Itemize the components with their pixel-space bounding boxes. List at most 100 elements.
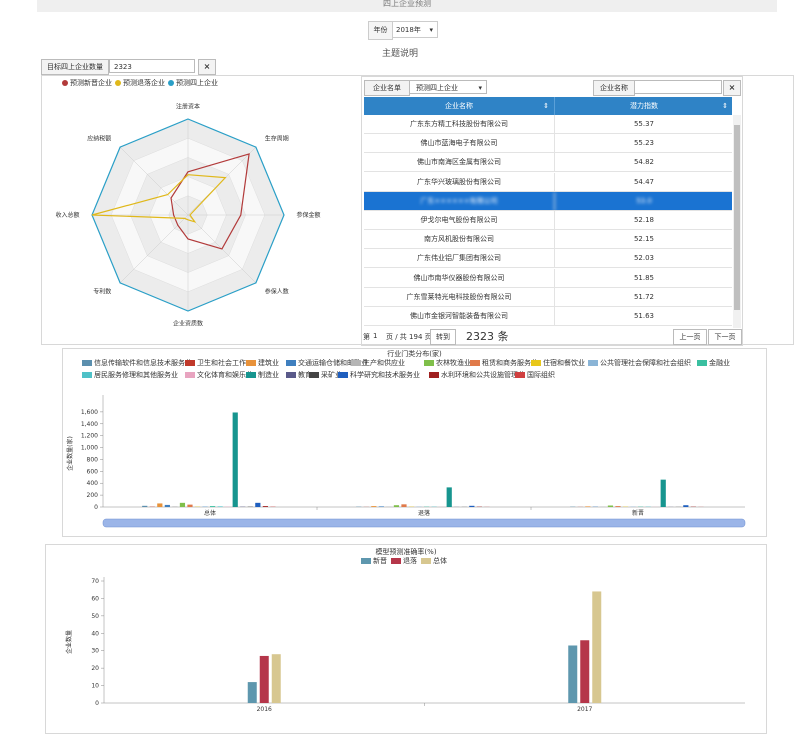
accuracy-bar[interactable] [568,645,578,703]
accuracy-bar[interactable] [580,640,590,703]
target-clear-button[interactable]: × [198,59,216,75]
next-page-button[interactable]: 下一页 [708,329,742,345]
accuracy-legend-item[interactable]: 新晋 [361,557,387,565]
industry-bar[interactable] [172,506,178,507]
industry-legend-item[interactable]: 住宿和餐饮业 [531,358,585,368]
y-tick-label: 1,000 [81,445,98,452]
industry-bar[interactable] [142,505,148,507]
industry-bar[interactable] [202,506,208,507]
industry-legend-item[interactable]: 文化体育和娱乐业 [185,370,253,380]
table-row[interactable]: 佛山市南海区金属有限公司 54.82 [364,153,732,173]
radar-series-1[interactable] [91,174,227,223]
industry-bar[interactable] [210,506,216,507]
col-name-header[interactable]: 企业名称 ⇕ [364,97,554,115]
table-row[interactable]: 广东××××××有限公司 53.0 [364,191,732,211]
legend-swatch [309,372,319,378]
industry-legend-item[interactable]: 制造业 [246,370,279,380]
accuracy-legend-item[interactable]: 退落 [391,557,417,565]
industry-legend-item[interactable]: 信息传输软件和信息技术服务业 [82,358,192,368]
table-scrollbar[interactable] [733,115,741,328]
y-tick-label: 0 [95,700,99,707]
industry-bar[interactable] [401,504,407,507]
industry-bar[interactable] [255,502,261,507]
industry-bar[interactable] [660,479,666,507]
pager-page-input[interactable]: 1 [373,332,378,340]
table-row[interactable]: 广东华兴玻璃股份有限公司 54.47 [364,172,732,192]
industry-legend-item[interactable]: 居民服务修理和其他服务业 [82,370,178,380]
list-value: 预测四上企业 [416,84,458,92]
industry-bar[interactable] [393,505,400,507]
industry-bar[interactable] [232,412,238,507]
industry-bar[interactable] [446,487,452,507]
target-input[interactable]: 2323 [109,59,195,73]
accuracy-bar[interactable] [259,655,269,703]
legend-swatch [588,360,598,366]
industry-bar[interactable] [157,503,163,507]
radar-legend-item[interactable]: 预测新晋企业 [62,78,112,88]
table-row[interactable]: 佛山市金银河智能装备有限公司 51.63 [364,307,732,326]
industry-legend-item[interactable]: 卫生和社会工作 [185,358,246,368]
industry-bar[interactable] [378,506,384,507]
name-search-input[interactable] [634,80,722,94]
subject-title[interactable]: 主题说明 [381,49,418,59]
radar-legend-item[interactable]: 预测四上企业 [168,78,218,88]
prev-page-button[interactable]: 上一页 [673,329,707,345]
industry-bar[interactable] [371,506,377,507]
table-row[interactable]: 佛山市南华仪器股份有限公司 51.85 [364,268,732,288]
industry-bar[interactable] [164,504,170,507]
table-row[interactable]: 佛山市蓝海电子有限公司 55.23 [364,134,732,154]
zoom-slider[interactable] [102,518,746,528]
scrollbar-thumb[interactable] [734,125,740,310]
industry-legend-item[interactable]: 教育 [286,370,312,380]
industry-bar[interactable] [217,506,223,507]
industry-bar[interactable] [683,505,689,507]
industry-legend-item[interactable]: 租赁和商务服务业 [470,358,538,368]
radar-legend-item[interactable]: 预测退落企业 [115,78,165,88]
industry-bar[interactable] [179,502,186,507]
y-tick-label: 70 [91,578,99,585]
industry-bar[interactable] [469,505,475,507]
name-clear-button[interactable]: × [723,80,741,96]
industry-legend-item[interactable]: 公共管理社会保障和社会组织 [588,358,691,368]
industry-bar[interactable] [585,506,591,507]
chevron-down-icon: ▾ [478,84,482,92]
industry-legend-item[interactable]: 交通运输仓储和邮政业 [286,358,368,368]
accuracy-chart-panel [45,544,767,734]
accuracy-bar[interactable] [271,654,281,703]
industry-legend-item[interactable]: 科学研究和技术服务业 [338,370,420,380]
industry-legend-item[interactable]: 水利环境和公共设施管理业 [429,370,525,380]
legend-swatch [185,360,195,366]
industry-legend-item[interactable]: 农林牧渔业 [424,358,471,368]
radar-series-2[interactable] [91,118,285,312]
y-tick-label: 50 [91,613,99,620]
table-row[interactable]: 伊戈尔电气股份有限公司 52.18 [364,211,732,230]
company-name-cell: 佛山市蓝海电子有限公司 [420,139,498,148]
table-row[interactable]: 广东伟业铝厂集团有限公司 52.03 [364,249,732,269]
radar-series-0[interactable] [170,153,250,250]
industry-bar[interactable] [607,505,614,507]
industry-legend-item[interactable]: 采矿业 [309,370,342,380]
table-row[interactable]: 广东雪莱特光电科技股份有限公司 51.72 [364,287,732,307]
accuracy-bar[interactable] [592,591,602,703]
year-select[interactable]: 2018年 ▾ [392,21,438,38]
legend-swatch [424,360,434,366]
col-score-header[interactable]: 潜力指数 ⇕ [554,97,733,115]
radar-axis-label: 注册资本 [176,103,200,111]
legend-label: 水利环境和公共设施管理业 [441,371,525,379]
pager-go-button[interactable]: 转到 [430,329,456,345]
y-axis-label: 企业数量(家) [66,436,74,471]
industry-legend-item[interactable]: 生产和供应业 [351,358,405,368]
table-row[interactable]: 广东东方精工科技股份有限公司 55.37 [364,115,732,134]
industry-bar[interactable] [187,504,193,507]
y-tick-label: 40 [91,630,99,637]
year-label: 年份 [368,21,393,40]
table-row[interactable]: 南方风机股份有限公司 52.15 [364,230,732,250]
accuracy-legend-item[interactable]: 总体 [421,557,447,565]
industry-bar[interactable] [615,506,621,507]
industry-bar[interactable] [262,506,268,507]
industry-legend-item[interactable]: 金融业 [697,358,730,368]
list-select[interactable]: 预测四上企业 ▾ [409,80,487,94]
accuracy-bar[interactable] [247,682,257,703]
industry-legend-item[interactable]: 建筑业 [246,358,279,368]
industry-legend-item[interactable]: 国际组织 [515,370,555,380]
